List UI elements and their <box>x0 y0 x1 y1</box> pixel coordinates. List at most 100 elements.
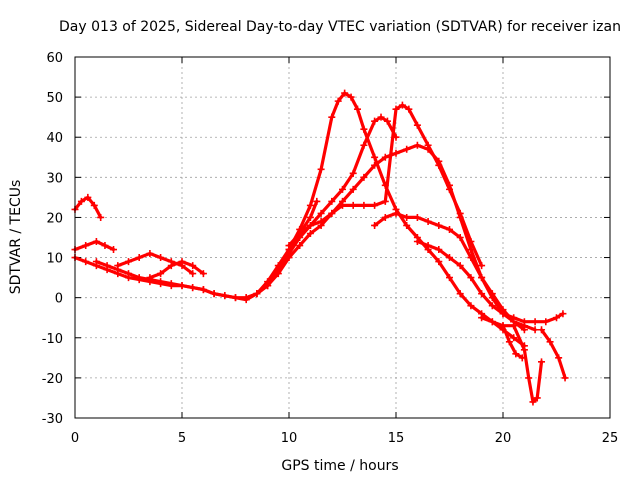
data-point <box>167 262 175 270</box>
data-point <box>317 217 325 225</box>
y-tick-label: 60 <box>46 51 63 66</box>
data-point <box>435 258 443 266</box>
data-point <box>371 153 379 161</box>
data-point <box>360 125 368 133</box>
data-point <box>446 225 453 233</box>
y-tick-label: 20 <box>46 211 63 226</box>
data-point <box>467 254 475 262</box>
y-tick-label: 50 <box>46 91 63 106</box>
data-point <box>381 197 389 205</box>
data-point <box>478 262 486 270</box>
data-point <box>135 274 143 282</box>
x-tick-label: 0 <box>71 431 79 446</box>
data-point <box>178 258 186 266</box>
data-point <box>381 213 389 221</box>
data-point <box>456 262 464 270</box>
data-point <box>467 302 475 310</box>
series-arc-13 <box>499 322 526 362</box>
data-point <box>424 141 432 149</box>
data-point <box>317 209 325 217</box>
data-point <box>377 113 385 121</box>
y-tick-label: 40 <box>46 131 63 146</box>
data-point <box>360 201 368 209</box>
data-point <box>381 153 389 161</box>
data-point <box>446 185 453 193</box>
data-point <box>349 169 357 177</box>
data-point <box>285 242 293 250</box>
data-point <box>467 274 475 282</box>
data-point <box>110 246 118 254</box>
data-point <box>424 217 432 225</box>
data-point <box>403 221 411 229</box>
data-point <box>456 209 464 217</box>
data-point <box>398 101 406 109</box>
data-point <box>92 258 100 266</box>
plot-frame <box>74 56 611 419</box>
data-point <box>199 286 207 294</box>
data-point <box>339 201 346 209</box>
data-point <box>347 93 355 101</box>
data-point <box>285 250 293 258</box>
data-point <box>546 338 554 346</box>
data-point <box>296 242 304 250</box>
data-point <box>101 242 109 250</box>
data-point <box>371 201 379 209</box>
data-point <box>221 292 229 300</box>
data-point <box>334 97 342 105</box>
data-point <box>392 209 400 217</box>
data-point <box>467 238 475 246</box>
data-point <box>403 145 411 153</box>
data-point <box>349 185 357 193</box>
data-point <box>353 105 361 113</box>
data-point <box>306 221 314 229</box>
grid <box>75 57 610 418</box>
data-point <box>306 213 314 221</box>
data-point <box>82 258 90 266</box>
series-layer <box>71 89 569 406</box>
series-arc-3 <box>71 238 118 254</box>
data-point <box>520 326 528 334</box>
data-point <box>90 201 98 209</box>
data-point <box>553 314 560 322</box>
series-arc-6 <box>146 258 207 282</box>
data-point <box>505 338 513 346</box>
series-arc-1 <box>71 193 105 221</box>
data-point <box>157 270 165 278</box>
series-line <box>539 328 567 380</box>
data-point <box>242 294 250 302</box>
data-point <box>510 322 518 330</box>
data-point <box>360 141 368 149</box>
data-point <box>146 250 154 258</box>
data-point <box>392 105 400 113</box>
data-point <box>531 318 539 326</box>
data-point <box>488 318 496 326</box>
data-point <box>561 374 569 382</box>
series-arc-10 <box>371 209 528 334</box>
data-point <box>525 374 533 382</box>
series-line <box>148 260 205 280</box>
data-point <box>413 213 421 221</box>
data-point <box>531 326 539 334</box>
data-point <box>157 278 165 286</box>
data-point <box>341 89 349 97</box>
data-point <box>446 254 453 262</box>
data-point <box>371 221 379 229</box>
data-point <box>413 121 421 129</box>
data-point <box>446 274 453 282</box>
data-point <box>499 322 507 330</box>
data-point <box>488 302 496 310</box>
data-point <box>274 266 282 274</box>
data-point <box>328 197 336 205</box>
data-point <box>533 394 541 402</box>
y-tick-label: -30 <box>42 412 63 427</box>
y-tick-label: -20 <box>42 372 63 387</box>
data-point <box>518 354 526 362</box>
x-tick-label: 10 <box>281 431 298 446</box>
data-point <box>510 314 518 322</box>
data-point <box>424 242 432 250</box>
data-point <box>478 290 486 298</box>
data-point <box>538 358 546 366</box>
data-point <box>328 113 336 121</box>
y-tick-label: 0 <box>55 292 63 307</box>
